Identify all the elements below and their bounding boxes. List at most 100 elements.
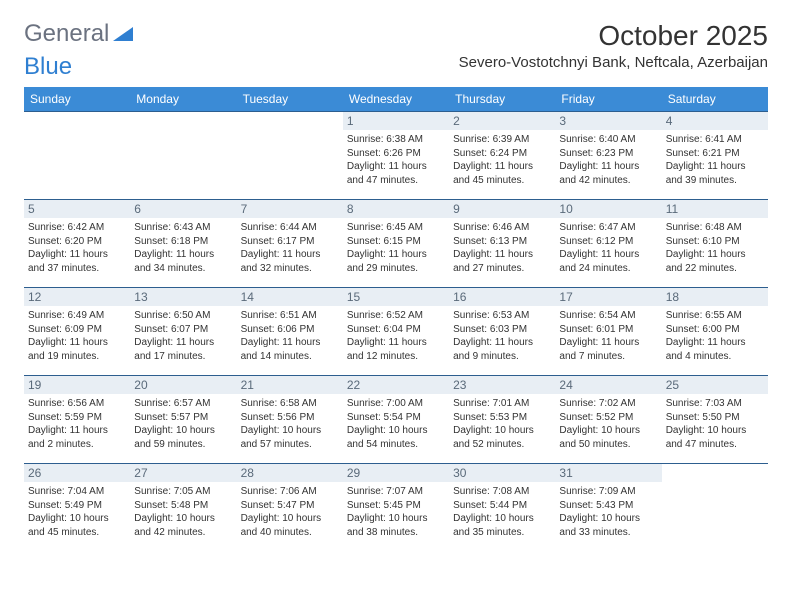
day-number: 23 <box>449 376 555 394</box>
day-cell: 21Sunrise: 6:58 AMSunset: 5:56 PMDayligh… <box>237 376 343 464</box>
day-details: Sunrise: 6:49 AMSunset: 6:09 PMDaylight:… <box>28 309 126 363</box>
detail-line: and 2 minutes. <box>28 438 126 452</box>
detail-line: Daylight: 11 hours <box>347 248 445 262</box>
day-number: 27 <box>130 464 236 482</box>
week-row: 1Sunrise: 6:38 AMSunset: 6:26 PMDaylight… <box>24 112 768 200</box>
detail-line: Sunrise: 6:53 AM <box>453 309 551 323</box>
day-cell: 2Sunrise: 6:39 AMSunset: 6:24 PMDaylight… <box>449 112 555 200</box>
detail-line: and 47 minutes. <box>666 438 764 452</box>
detail-line: Sunrise: 6:56 AM <box>28 397 126 411</box>
detail-line: and 37 minutes. <box>28 262 126 276</box>
detail-line: Daylight: 10 hours <box>666 424 764 438</box>
day-number: 18 <box>662 288 768 306</box>
detail-line: Sunrise: 6:51 AM <box>241 309 339 323</box>
day-cell: 13 Sunrise: 6:50 AMSunset: 6:07 PMDayligh… <box>130 288 236 376</box>
day-cell <box>237 112 343 200</box>
detail-line: Daylight: 11 hours <box>666 248 764 262</box>
detail-line: Daylight: 11 hours <box>28 336 126 350</box>
day-number: 2 <box>449 112 555 130</box>
detail-line: Sunrise: 6:50 AM <box>134 309 232 323</box>
detail-line: Daylight: 10 hours <box>559 512 657 526</box>
day-cell <box>24 112 130 200</box>
detail-line: Sunrise: 6:45 AM <box>347 221 445 235</box>
day-cell: 22Sunrise: 7:00 AMSunset: 5:54 PMDayligh… <box>343 376 449 464</box>
detail-line: Sunrise: 6:54 AM <box>559 309 657 323</box>
detail-line: Daylight: 11 hours <box>28 424 126 438</box>
day-number: 13 <box>130 288 236 306</box>
detail-line: Sunrise: 7:05 AM <box>134 485 232 499</box>
detail-line: and 42 minutes. <box>559 174 657 188</box>
detail-line: Sunset: 5:49 PM <box>28 499 126 513</box>
detail-line: Sunset: 6:10 PM <box>666 235 764 249</box>
detail-line: Sunrise: 6:44 AM <box>241 221 339 235</box>
day-details: Sunrise: 6:58 AMSunset: 5:56 PMDaylight:… <box>241 397 339 451</box>
detail-line: Sunset: 6:13 PM <box>453 235 551 249</box>
detail-line: Sunset: 5:57 PM <box>134 411 232 425</box>
day-cell: 23Sunrise: 7:01 AMSunset: 5:53 PMDayligh… <box>449 376 555 464</box>
detail-line: Sunrise: 6:57 AM <box>134 397 232 411</box>
day-details: Sunrise: 6:50 AMSunset: 6:07 PMDaylight:… <box>134 309 232 363</box>
detail-line: Daylight: 10 hours <box>347 512 445 526</box>
day-details: Sunrise: 6:54 AMSunset: 6:01 PMDaylight:… <box>559 309 657 363</box>
day-details: Sunrise: 7:06 AMSunset: 5:47 PMDaylight:… <box>241 485 339 539</box>
detail-line: Sunset: 5:50 PM <box>666 411 764 425</box>
day-details: Sunrise: 7:02 AMSunset: 5:52 PMDaylight:… <box>559 397 657 451</box>
detail-line: and 52 minutes. <box>453 438 551 452</box>
col-friday: Friday <box>555 87 661 112</box>
detail-line: Sunrise: 6:41 AM <box>666 133 764 147</box>
detail-line: Sunrise: 6:55 AM <box>666 309 764 323</box>
detail-line: Sunset: 6:20 PM <box>28 235 126 249</box>
day-number: 24 <box>555 376 661 394</box>
detail-line: Sunset: 5:56 PM <box>241 411 339 425</box>
detail-line: Sunset: 6:06 PM <box>241 323 339 337</box>
detail-line: Sunrise: 7:00 AM <box>347 397 445 411</box>
col-wednesday: Wednesday <box>343 87 449 112</box>
day-details: Sunrise: 6:57 AMSunset: 5:57 PMDaylight:… <box>134 397 232 451</box>
day-details: Sunrise: 6:43 AMSunset: 6:18 PMDaylight:… <box>134 221 232 275</box>
day-number: 9 <box>449 200 555 218</box>
day-cell: 15Sunrise: 6:52 AMSunset: 6:04 PMDayligh… <box>343 288 449 376</box>
detail-line: Sunset: 6:26 PM <box>347 147 445 161</box>
detail-line: Daylight: 11 hours <box>453 336 551 350</box>
detail-line: Sunset: 5:59 PM <box>28 411 126 425</box>
detail-line: and 42 minutes. <box>134 526 232 540</box>
day-cell: 17Sunrise: 6:54 AMSunset: 6:01 PMDayligh… <box>555 288 661 376</box>
detail-line: Daylight: 11 hours <box>134 336 232 350</box>
detail-line: Daylight: 11 hours <box>347 336 445 350</box>
day-cell: 30Sunrise: 7:08 AMSunset: 5:44 PMDayligh… <box>449 464 555 552</box>
detail-line: Sunrise: 7:09 AM <box>559 485 657 499</box>
detail-line: Daylight: 10 hours <box>453 512 551 526</box>
detail-line: Sunrise: 7:03 AM <box>666 397 764 411</box>
detail-line: Sunset: 6:17 PM <box>241 235 339 249</box>
week-row: 19Sunrise: 6:56 AMSunset: 5:59 PMDayligh… <box>24 376 768 464</box>
detail-line: and 9 minutes. <box>453 350 551 364</box>
logo: General <box>24 20 135 48</box>
day-number: 12 <box>24 288 130 306</box>
detail-line: Daylight: 11 hours <box>241 336 339 350</box>
day-number: 11 <box>662 200 768 218</box>
logo-text-blue: Blue <box>24 53 768 81</box>
detail-line: and 12 minutes. <box>347 350 445 364</box>
col-sunday: Sunday <box>24 87 130 112</box>
detail-line: Sunrise: 7:06 AM <box>241 485 339 499</box>
detail-line: Daylight: 11 hours <box>241 248 339 262</box>
day-number: 16 <box>449 288 555 306</box>
day-cell: 5Sunrise: 6:42 AMSunset: 6:20 PMDaylight… <box>24 200 130 288</box>
logo-text-general: General <box>24 20 109 48</box>
detail-line: Sunrise: 6:42 AM <box>28 221 126 235</box>
day-cell: 14Sunrise: 6:51 AMSunset: 6:06 PMDayligh… <box>237 288 343 376</box>
detail-line: Sunrise: 6:52 AM <box>347 309 445 323</box>
detail-line: Sunset: 5:47 PM <box>241 499 339 513</box>
detail-line: Sunset: 5:43 PM <box>559 499 657 513</box>
detail-line: and 59 minutes. <box>134 438 232 452</box>
detail-line: Daylight: 11 hours <box>347 160 445 174</box>
detail-line: and 54 minutes. <box>347 438 445 452</box>
day-cell: 4Sunrise: 6:41 AMSunset: 6:21 PMDaylight… <box>662 112 768 200</box>
day-details: Sunrise: 7:03 AMSunset: 5:50 PMDaylight:… <box>666 397 764 451</box>
day-number: 29 <box>343 464 449 482</box>
detail-line: and 14 minutes. <box>241 350 339 364</box>
day-number: 22 <box>343 376 449 394</box>
detail-line: Daylight: 10 hours <box>241 424 339 438</box>
day-cell: 8Sunrise: 6:45 AMSunset: 6:15 PMDaylight… <box>343 200 449 288</box>
day-cell: 29Sunrise: 7:07 AMSunset: 5:45 PMDayligh… <box>343 464 449 552</box>
